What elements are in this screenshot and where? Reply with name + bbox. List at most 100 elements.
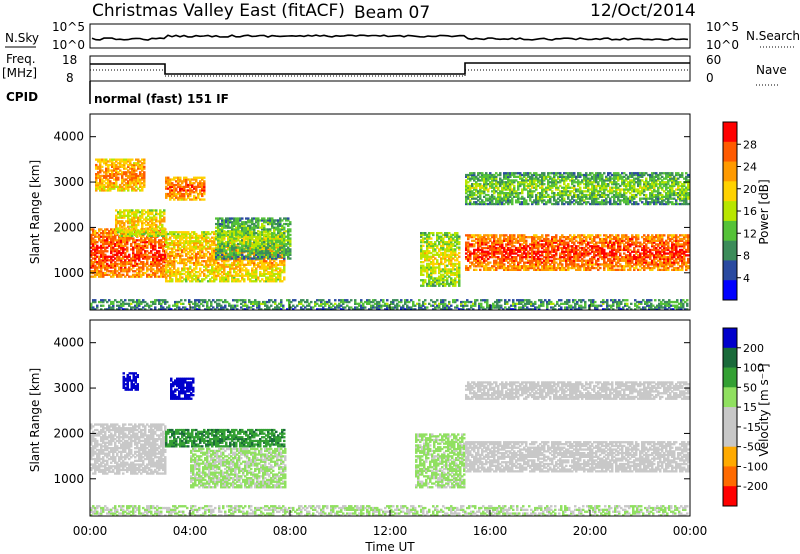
ytick-label: 4000 <box>53 336 84 350</box>
xtick-label: 00:00 <box>73 524 108 538</box>
velocity-echo-region <box>90 505 689 517</box>
ytick-label: 4000 <box>53 130 84 144</box>
velocity-echo-region <box>415 433 466 489</box>
colorbar-tick-label: -100 <box>743 460 768 473</box>
power-echoes <box>90 158 690 311</box>
colorbar-tick-label: 20 <box>743 183 757 196</box>
noise-left-tick-bottom: 10^0 <box>52 38 85 52</box>
colorbar-swatch <box>723 446 737 467</box>
nave-tick-bottom: 0 <box>706 71 714 85</box>
cpid-text: normal (fast) 151 IF <box>94 92 229 106</box>
velocity-echo-region <box>90 423 167 475</box>
ytick-label: 1000 <box>53 472 84 486</box>
colorbar-tick-label: -50 <box>743 441 761 454</box>
colorbar-swatch <box>723 426 737 447</box>
power-echo-region <box>465 234 690 271</box>
xtick-label: 20:00 <box>573 524 608 538</box>
velocity-echo-region <box>465 441 690 473</box>
xtick-label: 16:00 <box>473 524 508 538</box>
beam-title: Beam 07 <box>354 3 430 23</box>
colorbar-tick-label: 24 <box>743 161 757 174</box>
xtick-label: 12:00 <box>373 524 408 538</box>
colorbar-tick-label: 28 <box>743 138 757 151</box>
colorbar-tick-label: 200 <box>743 342 764 355</box>
freq-label-1: Freq. <box>6 52 36 66</box>
power-echo-region <box>95 158 146 192</box>
nave-label: Nave <box>756 63 787 77</box>
colorbar-swatch <box>723 260 737 281</box>
colorbar-swatch <box>723 141 737 162</box>
freq-label-2: [MHz] <box>2 66 37 80</box>
velocity-echo-region <box>465 381 690 400</box>
colorbar-swatch <box>723 407 737 428</box>
station-title: Christmas Valley East (fitACF) <box>92 1 345 21</box>
noise-panel: N.Sky 10^5 10^0 10^5 10^0 N.Search <box>5 20 800 52</box>
xtick-label: 08:00 <box>273 524 308 538</box>
ytick-label: 2000 <box>53 426 84 440</box>
power-echo-region <box>90 299 689 311</box>
colorbar-tick-label: 15 <box>743 401 757 414</box>
freq-frame <box>89 55 691 82</box>
colorbar-tick-label: 12 <box>743 227 757 240</box>
colorbar-tick-label: 16 <box>743 205 757 218</box>
power-echo-region <box>215 217 292 260</box>
power-echo-region <box>115 209 166 237</box>
date-title: 12/Oct/2014 <box>590 1 696 21</box>
power-colorbar-label: Power [dB] <box>757 179 771 244</box>
colorbar-frame <box>722 327 738 507</box>
colorbar-swatch <box>723 220 737 241</box>
power-echo-region <box>465 172 690 206</box>
colorbar-swatch <box>723 280 737 301</box>
colorbar-swatch <box>723 347 737 368</box>
colorbar-tick-label: 4 <box>743 272 750 285</box>
noise-right-label: N.Search <box>746 29 800 43</box>
ytick-label: 3000 <box>53 381 84 395</box>
velocity-xlabel: Time UT <box>364 540 415 554</box>
velocity-echo-region <box>122 372 139 391</box>
colorbar-tick-label: -200 <box>743 480 768 493</box>
colorbar-swatch <box>723 161 737 182</box>
ytick-label: 3000 <box>53 175 84 189</box>
velocity-echo-region <box>165 428 286 448</box>
velocity-ylabel: Slant Range [km] <box>28 368 42 472</box>
noise-frame <box>89 23 691 49</box>
colorbar-tick-label: 100 <box>743 362 764 375</box>
colorbar-swatch <box>723 181 737 202</box>
colorbar-swatch <box>723 122 737 143</box>
noise-trace <box>91 34 689 41</box>
xtick-label: 00:00 <box>673 524 708 538</box>
cpid-label: CPID <box>6 90 38 104</box>
colorbar-swatch <box>723 201 737 222</box>
xtick-label: 04:00 <box>173 524 208 538</box>
nave-tick-top: 60 <box>706 53 721 67</box>
ytick-label: 2000 <box>53 220 84 234</box>
colorbar-swatch <box>723 387 737 408</box>
colorbar-swatch <box>723 466 737 487</box>
colorbar-swatch <box>723 240 737 261</box>
power-panel: 1000 2000 3000 4000 Slant Range [km] 28 24 20… <box>28 113 771 311</box>
power-ylabel: Slant Range [km] <box>28 160 42 264</box>
freq-tick-bottom: 8 <box>66 71 74 85</box>
noise-left-label: N.Sky <box>5 31 39 45</box>
velocity-echo-region <box>190 447 287 489</box>
freq-tick-top: 18 <box>62 53 77 67</box>
velocity-panel: 1000 2000 3000 4000 00:00 04:00 08:00 12:00 16:… <box>28 304 771 554</box>
noise-right-tick-top: 10^5 <box>706 20 739 34</box>
noise-right-tick-bottom: 10^0 <box>706 38 739 52</box>
colorbar-tick-label: 50 <box>743 381 757 394</box>
colorbar-tick-label: 8 <box>743 250 750 263</box>
colorbar-swatch <box>723 367 737 388</box>
power-echo-region <box>420 232 461 287</box>
velocity-colorbar-label: Velocity [m s⁻¹] <box>757 363 771 456</box>
velocity-echoes <box>90 372 690 517</box>
velocity-frame <box>89 319 691 517</box>
power-echo-region <box>165 176 206 201</box>
colorbar-swatch <box>723 486 737 507</box>
velocity-echo-region <box>170 377 195 400</box>
ytick-label: 1000 <box>53 266 84 280</box>
colorbar-swatch <box>723 328 737 349</box>
colorbar-tick-label: -15 <box>743 421 761 434</box>
nave-trace <box>90 69 690 77</box>
noise-left-tick-top: 10^5 <box>52 20 85 34</box>
